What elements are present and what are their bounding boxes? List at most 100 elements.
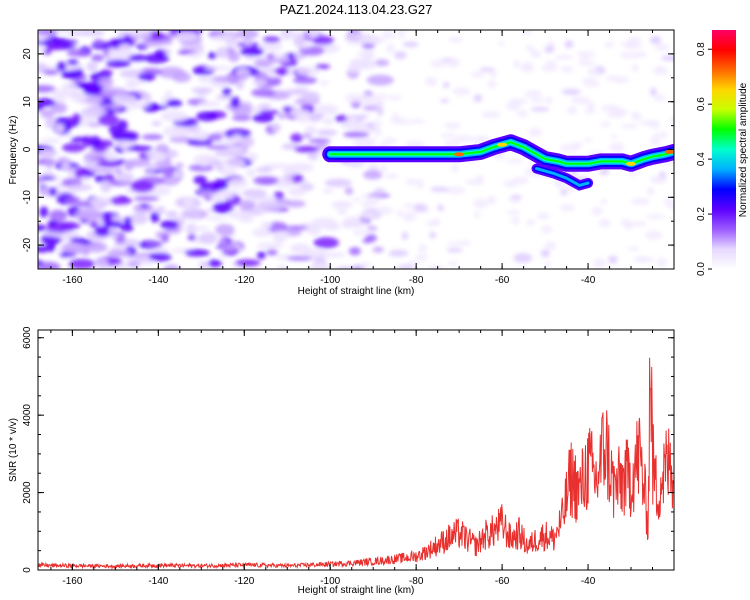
noise-blob (448, 36, 463, 43)
noise-blob (262, 163, 291, 169)
noise-blob (294, 51, 304, 62)
snr-x-axis: -160 -140 -120 -100 -80 -60 -40 (50, 330, 675, 587)
x-tick-label: -120 (234, 275, 254, 286)
noise-blob (53, 97, 67, 103)
spectrogram-x-axis-label: Height of straight line (km) (298, 286, 415, 297)
noise-blob (347, 65, 360, 73)
noise-blob (649, 35, 662, 45)
noise-blob (403, 211, 418, 218)
ridge-branch (535, 167, 590, 188)
noise-blob (322, 252, 346, 258)
noise-blob (130, 32, 152, 40)
noise-blob (348, 247, 361, 256)
noise-blob (196, 111, 219, 122)
noise-blob (397, 30, 406, 39)
noise-blob (273, 77, 282, 86)
noise-blob (559, 204, 576, 212)
noise-blob (198, 261, 209, 269)
noise-blob (88, 122, 102, 127)
noise-blob (309, 114, 321, 122)
noise-blob (566, 106, 578, 115)
x-tick-label: -40 (581, 275, 596, 286)
noise-blob (160, 233, 170, 243)
noise-blob (38, 30, 59, 35)
noise-blob (393, 51, 407, 60)
noise-blob (308, 138, 331, 144)
noise-blob (442, 81, 450, 89)
noise-blob (324, 178, 352, 188)
noise-blob (58, 30, 69, 35)
noise-blob (257, 251, 266, 260)
noise-blob (361, 34, 381, 46)
noise-blob (292, 76, 318, 85)
noise-blob (402, 41, 419, 48)
noise-blob (142, 92, 152, 102)
snr-x-axis-label: Height of straight line (km) (298, 585, 415, 596)
x-tick-label: -40 (581, 576, 596, 587)
noise-blob (319, 80, 329, 86)
noise-blob (138, 260, 156, 266)
noise-blob (359, 122, 369, 132)
noise-blob (543, 261, 552, 267)
spectrogram-plot-area (38, 30, 674, 269)
noise-blob (124, 79, 145, 86)
colorbar-gradient (712, 30, 736, 269)
noise-blob (402, 216, 416, 222)
noise-blob (282, 106, 293, 112)
noise-blob (68, 90, 86, 102)
noise-blob (68, 258, 95, 269)
noise-blob (413, 203, 427, 213)
noise-blob (446, 247, 464, 253)
noise-blob (629, 221, 648, 227)
noise-blob (215, 224, 235, 235)
noise-blob (337, 209, 347, 215)
noise-blob (227, 177, 248, 189)
noise-blob (252, 228, 272, 238)
x-tick-label: -160 (62, 576, 82, 587)
noise-blob (285, 200, 306, 208)
noise-blob (169, 136, 193, 144)
noise-blob (60, 162, 71, 170)
noise-blob (230, 96, 241, 109)
noise-blob (265, 58, 291, 63)
noise-blob (175, 162, 184, 169)
noise-blob (656, 257, 668, 267)
noise-blob (81, 245, 91, 257)
noise-blob (39, 149, 58, 157)
noise-blob (401, 231, 409, 241)
noise-blob (38, 85, 56, 93)
noise-blob (192, 130, 211, 141)
noise-blob (287, 187, 307, 197)
noise-blob (510, 194, 522, 200)
noise-blob (126, 145, 153, 152)
noise-blob (49, 209, 68, 222)
noise-blob (650, 175, 667, 184)
noise-blob (38, 260, 44, 266)
noise-blob (335, 266, 354, 269)
noise-blob (425, 76, 438, 87)
y-tick-label: 6000 (22, 326, 33, 349)
noise-blob (458, 240, 471, 246)
noise-blob (571, 95, 580, 105)
noise-blob (313, 237, 340, 249)
noise-blob (628, 170, 638, 176)
noise-blob (188, 164, 214, 172)
noise-blob (106, 249, 132, 258)
noise-blob (358, 93, 373, 101)
noise-blob (45, 117, 56, 129)
noise-blob (150, 211, 160, 223)
noise-blob (258, 103, 272, 110)
noise-blob (322, 188, 334, 194)
noise-blob (146, 162, 156, 172)
noise-blob (444, 139, 461, 147)
noise-blob (296, 66, 321, 76)
noise-blob (266, 249, 278, 256)
noise-blob (382, 137, 398, 144)
noise-blob (85, 160, 101, 171)
noise-blob (93, 38, 104, 46)
noise-blob (243, 37, 253, 47)
noise-blob (39, 138, 62, 144)
noise-blob (251, 88, 276, 97)
noise-blob (255, 166, 273, 173)
noise-blob (105, 59, 131, 68)
